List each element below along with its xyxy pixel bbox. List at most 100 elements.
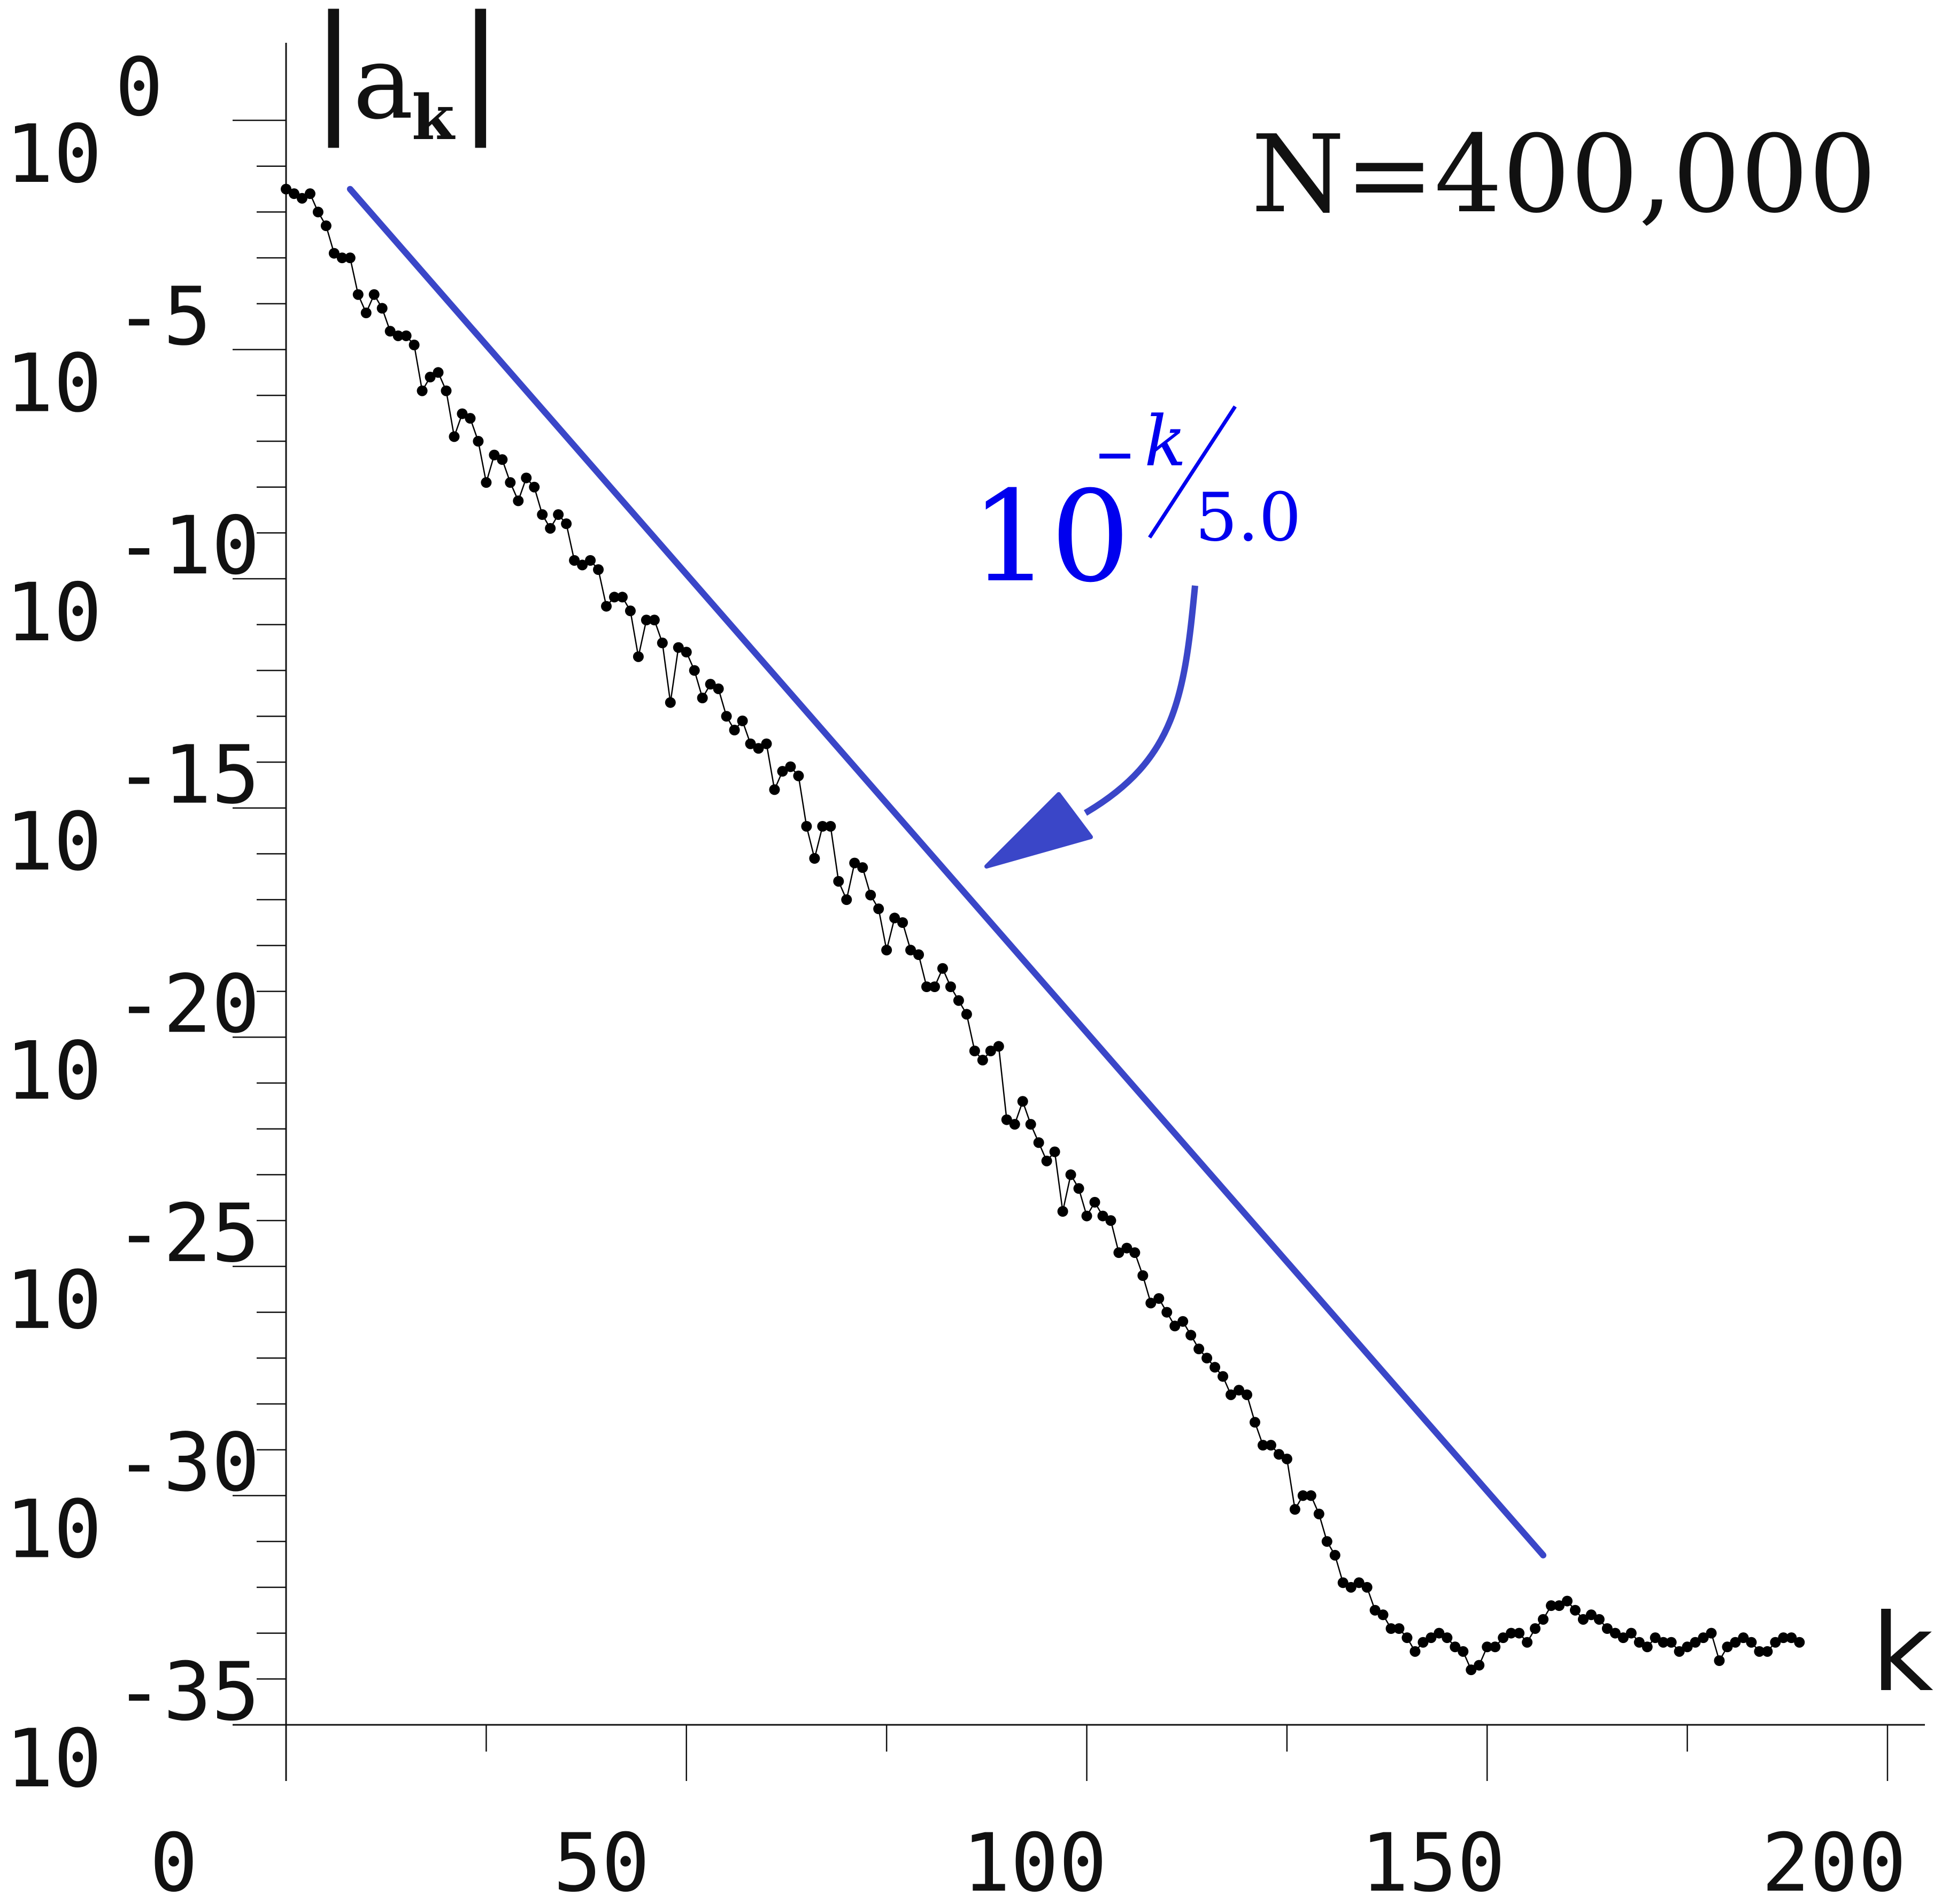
data-point	[1105, 1215, 1116, 1226]
data-point	[1281, 1453, 1292, 1464]
data-point	[1137, 1270, 1149, 1281]
data-point	[681, 647, 692, 658]
data-point	[649, 615, 660, 626]
data-point	[961, 1009, 972, 1020]
data-point	[1601, 1623, 1613, 1634]
data-point	[425, 372, 436, 382]
data-point	[849, 857, 860, 869]
data-point	[376, 303, 388, 314]
data-point	[1001, 1114, 1012, 1125]
data-point	[641, 615, 652, 626]
data-point	[1682, 1641, 1693, 1653]
data-point	[1033, 1137, 1044, 1148]
data-point	[1530, 1623, 1541, 1634]
data-point	[937, 963, 948, 974]
y-tick-label-base: 10	[5, 1483, 102, 1576]
data-point	[809, 853, 820, 864]
data-point	[993, 1041, 1004, 1052]
data-point	[1474, 1660, 1485, 1671]
data-point	[328, 248, 340, 259]
data-point	[1049, 1146, 1060, 1157]
y-tick-label-base: 10	[5, 1025, 102, 1118]
data-point	[801, 821, 812, 832]
data-point	[368, 289, 380, 300]
data-point	[497, 454, 508, 465]
data-point	[521, 472, 532, 483]
y-tick-label-base: 10	[5, 796, 102, 889]
data-point	[1089, 1196, 1100, 1208]
data-point	[1249, 1417, 1260, 1428]
data-point	[881, 945, 892, 956]
data-point	[608, 592, 620, 603]
data-point	[1121, 1242, 1132, 1254]
data-point	[569, 555, 580, 566]
data-point	[529, 481, 540, 493]
data-point	[1585, 1609, 1597, 1621]
fit-label-denominator: 5.0	[1195, 479, 1301, 556]
data-point	[1698, 1632, 1709, 1644]
data-point	[1426, 1632, 1437, 1644]
fit-label-numerator: k	[1144, 401, 1186, 482]
data-point	[721, 711, 732, 722]
data-point	[1634, 1637, 1645, 1648]
fit-label: 10 – k 5.0	[970, 401, 1301, 610]
data-point	[1361, 1581, 1373, 1593]
data-point	[1345, 1581, 1357, 1593]
data-point	[713, 683, 724, 694]
data-point	[1161, 1307, 1173, 1318]
data-point	[945, 981, 956, 992]
data-point	[1674, 1646, 1685, 1657]
y-tick-label-base: 10	[5, 1713, 102, 1806]
data-point	[1257, 1440, 1268, 1451]
data-point	[1434, 1627, 1445, 1639]
y-label-base: a	[353, 24, 413, 142]
data-point	[457, 408, 468, 419]
y-tick-label-base: 10	[5, 337, 102, 431]
y-tick-label-exponent: -35	[115, 1646, 260, 1739]
data-point	[1593, 1614, 1605, 1625]
data-point	[1538, 1614, 1549, 1625]
y-tick-label-exponent: -20	[115, 958, 260, 1051]
data-point	[905, 945, 916, 956]
data-point	[400, 330, 412, 341]
fit-arrow	[984, 585, 1198, 869]
data-point	[392, 330, 404, 341]
data-point	[729, 725, 740, 735]
data-point	[296, 193, 307, 204]
data-point	[1265, 1440, 1276, 1451]
data-point	[505, 477, 516, 488]
data-point	[1658, 1637, 1669, 1648]
data-point	[537, 509, 548, 520]
data-point	[929, 981, 940, 992]
data-point	[1730, 1637, 1741, 1648]
fit-line	[346, 186, 1547, 1558]
data-point	[1297, 1490, 1308, 1501]
data-point	[384, 326, 396, 337]
y-tick-label-exponent: -15	[115, 729, 260, 822]
fit-arrow-shaft	[1083, 585, 1198, 816]
data-point	[1041, 1155, 1052, 1166]
data-point	[489, 449, 500, 460]
data-point	[1450, 1641, 1461, 1653]
data-point	[1762, 1646, 1773, 1657]
data-point	[673, 642, 684, 653]
data-point	[312, 206, 323, 218]
data-point	[1569, 1604, 1581, 1616]
data-point	[1369, 1604, 1381, 1616]
data-point	[897, 917, 908, 928]
data-point	[1482, 1641, 1493, 1653]
data-point	[1442, 1632, 1453, 1644]
data-point	[1738, 1632, 1749, 1644]
data-point	[1129, 1247, 1141, 1258]
data-point	[833, 876, 844, 887]
data-point	[1226, 1389, 1237, 1400]
data-point	[433, 367, 444, 378]
data-point	[1385, 1623, 1397, 1634]
data-point	[1746, 1637, 1757, 1648]
data-point	[857, 862, 868, 873]
data-point	[817, 821, 828, 832]
data-point	[320, 220, 332, 232]
data-point	[1329, 1549, 1340, 1561]
data-point	[1417, 1637, 1429, 1648]
